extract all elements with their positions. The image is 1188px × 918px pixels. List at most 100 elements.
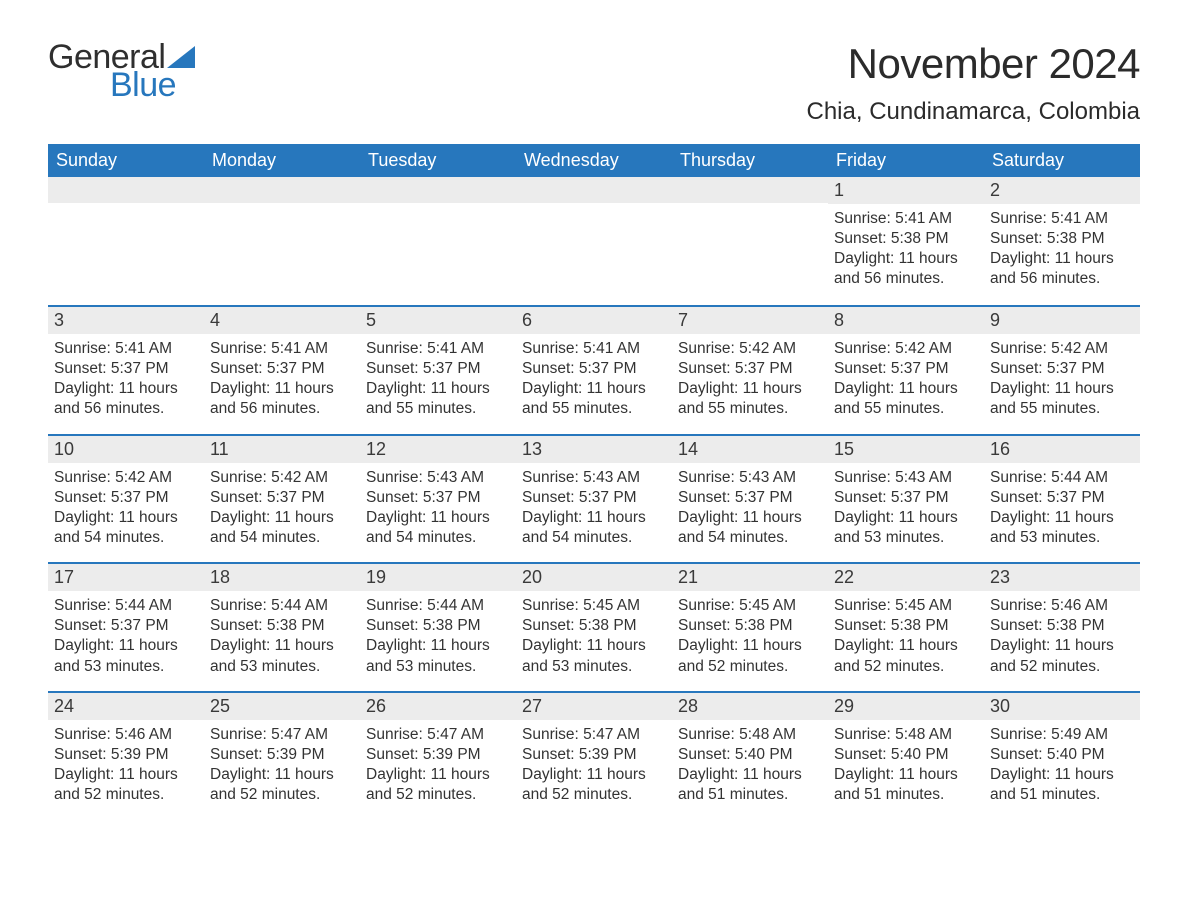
sunset-text: Sunset: 5:37 PM xyxy=(366,359,510,379)
location-text: Chia, Cundinamarca, Colombia xyxy=(807,98,1141,126)
day-body: Sunrise: 5:45 AMSunset: 5:38 PMDaylight:… xyxy=(516,591,672,691)
sunrise-text: Sunrise: 5:42 AM xyxy=(210,468,354,488)
day-cell: 7Sunrise: 5:42 AMSunset: 5:37 PMDaylight… xyxy=(672,307,828,434)
sunrise-text: Sunrise: 5:47 AM xyxy=(366,725,510,745)
daylight-text: Daylight: 11 hours and 55 minutes. xyxy=(366,379,510,419)
sunrise-text: Sunrise: 5:42 AM xyxy=(834,339,978,359)
sunrise-text: Sunrise: 5:45 AM xyxy=(834,596,978,616)
logo-triangle-icon xyxy=(167,46,195,68)
day-body: Sunrise: 5:41 AMSunset: 5:38 PMDaylight:… xyxy=(828,204,984,304)
daylight-text: Daylight: 11 hours and 51 minutes. xyxy=(678,765,822,805)
day-body: Sunrise: 5:42 AMSunset: 5:37 PMDaylight:… xyxy=(672,334,828,434)
sunrise-text: Sunrise: 5:42 AM xyxy=(990,339,1134,359)
day-number: 20 xyxy=(516,564,672,591)
day-cell: 14Sunrise: 5:43 AMSunset: 5:37 PMDayligh… xyxy=(672,436,828,563)
day-cell: 8Sunrise: 5:42 AMSunset: 5:37 PMDaylight… xyxy=(828,307,984,434)
title-block: November 2024 Chia, Cundinamarca, Colomb… xyxy=(807,40,1141,126)
week-row: 17Sunrise: 5:44 AMSunset: 5:37 PMDayligh… xyxy=(48,562,1140,691)
day-body: Sunrise: 5:44 AMSunset: 5:38 PMDaylight:… xyxy=(204,591,360,691)
daylight-text: Daylight: 11 hours and 51 minutes. xyxy=(834,765,978,805)
sunrise-text: Sunrise: 5:41 AM xyxy=(366,339,510,359)
day-body: Sunrise: 5:41 AMSunset: 5:38 PMDaylight:… xyxy=(984,204,1140,304)
day-body: Sunrise: 5:43 AMSunset: 5:37 PMDaylight:… xyxy=(516,463,672,563)
daylight-text: Daylight: 11 hours and 55 minutes. xyxy=(990,379,1134,419)
day-number: 2 xyxy=(984,177,1140,204)
daylight-text: Daylight: 11 hours and 54 minutes. xyxy=(366,508,510,548)
day-cell: 26Sunrise: 5:47 AMSunset: 5:39 PMDayligh… xyxy=(360,693,516,820)
day-cell: 15Sunrise: 5:43 AMSunset: 5:37 PMDayligh… xyxy=(828,436,984,563)
sunrise-text: Sunrise: 5:49 AM xyxy=(990,725,1134,745)
day-number: 18 xyxy=(204,564,360,591)
day-cell: 3Sunrise: 5:41 AMSunset: 5:37 PMDaylight… xyxy=(48,307,204,434)
sunrise-text: Sunrise: 5:43 AM xyxy=(522,468,666,488)
sunset-text: Sunset: 5:39 PM xyxy=(210,745,354,765)
day-body: Sunrise: 5:43 AMSunset: 5:37 PMDaylight:… xyxy=(672,463,828,563)
day-number: 9 xyxy=(984,307,1140,334)
day-body: Sunrise: 5:41 AMSunset: 5:37 PMDaylight:… xyxy=(516,334,672,434)
month-title: November 2024 xyxy=(807,40,1141,88)
sunrise-text: Sunrise: 5:41 AM xyxy=(54,339,198,359)
sunrise-text: Sunrise: 5:47 AM xyxy=(210,725,354,745)
daylight-text: Daylight: 11 hours and 52 minutes. xyxy=(210,765,354,805)
sunset-text: Sunset: 5:37 PM xyxy=(990,488,1134,508)
day-number: 14 xyxy=(672,436,828,463)
day-body: Sunrise: 5:44 AMSunset: 5:37 PMDaylight:… xyxy=(48,591,204,691)
sunrise-text: Sunrise: 5:42 AM xyxy=(678,339,822,359)
day-body: Sunrise: 5:45 AMSunset: 5:38 PMDaylight:… xyxy=(828,591,984,691)
day-body: Sunrise: 5:49 AMSunset: 5:40 PMDaylight:… xyxy=(984,720,1140,820)
sunset-text: Sunset: 5:37 PM xyxy=(210,359,354,379)
daylight-text: Daylight: 11 hours and 52 minutes. xyxy=(678,636,822,676)
day-body xyxy=(48,203,204,222)
day-body: Sunrise: 5:47 AMSunset: 5:39 PMDaylight:… xyxy=(360,720,516,820)
day-body: Sunrise: 5:44 AMSunset: 5:37 PMDaylight:… xyxy=(984,463,1140,563)
daylight-text: Daylight: 11 hours and 56 minutes. xyxy=(990,249,1134,289)
day-body: Sunrise: 5:46 AMSunset: 5:39 PMDaylight:… xyxy=(48,720,204,820)
sunrise-text: Sunrise: 5:45 AM xyxy=(678,596,822,616)
day-body: Sunrise: 5:41 AMSunset: 5:37 PMDaylight:… xyxy=(204,334,360,434)
sunrise-text: Sunrise: 5:44 AM xyxy=(210,596,354,616)
day-body xyxy=(360,203,516,222)
dow-sunday: Sunday xyxy=(48,144,204,177)
logo-blue-text: Blue xyxy=(110,68,195,102)
day-body: Sunrise: 5:48 AMSunset: 5:40 PMDaylight:… xyxy=(672,720,828,820)
day-number: 21 xyxy=(672,564,828,591)
day-body: Sunrise: 5:42 AMSunset: 5:37 PMDaylight:… xyxy=(204,463,360,563)
day-cell: 1Sunrise: 5:41 AMSunset: 5:38 PMDaylight… xyxy=(828,177,984,305)
sunset-text: Sunset: 5:38 PM xyxy=(366,616,510,636)
daylight-text: Daylight: 11 hours and 53 minutes. xyxy=(990,508,1134,548)
day-number: 10 xyxy=(48,436,204,463)
day-cell: 16Sunrise: 5:44 AMSunset: 5:37 PMDayligh… xyxy=(984,436,1140,563)
sunset-text: Sunset: 5:38 PM xyxy=(678,616,822,636)
sunset-text: Sunset: 5:40 PM xyxy=(834,745,978,765)
sunset-text: Sunset: 5:37 PM xyxy=(834,488,978,508)
day-number: 3 xyxy=(48,307,204,334)
sunrise-text: Sunrise: 5:44 AM xyxy=(54,596,198,616)
dow-thursday: Thursday xyxy=(672,144,828,177)
daylight-text: Daylight: 11 hours and 51 minutes. xyxy=(990,765,1134,805)
day-number: 16 xyxy=(984,436,1140,463)
day-body: Sunrise: 5:43 AMSunset: 5:37 PMDaylight:… xyxy=(828,463,984,563)
day-body: Sunrise: 5:47 AMSunset: 5:39 PMDaylight:… xyxy=(516,720,672,820)
day-number xyxy=(48,177,204,203)
day-number xyxy=(672,177,828,203)
sunset-text: Sunset: 5:37 PM xyxy=(678,488,822,508)
day-cell: 22Sunrise: 5:45 AMSunset: 5:38 PMDayligh… xyxy=(828,564,984,691)
sunset-text: Sunset: 5:38 PM xyxy=(210,616,354,636)
sunset-text: Sunset: 5:37 PM xyxy=(522,359,666,379)
day-body: Sunrise: 5:45 AMSunset: 5:38 PMDaylight:… xyxy=(672,591,828,691)
sunset-text: Sunset: 5:37 PM xyxy=(54,359,198,379)
dow-tuesday: Tuesday xyxy=(360,144,516,177)
page-header: General Blue November 2024 Chia, Cundina… xyxy=(48,40,1140,126)
sunrise-text: Sunrise: 5:48 AM xyxy=(834,725,978,745)
sunset-text: Sunset: 5:39 PM xyxy=(522,745,666,765)
weeks-container: 1Sunrise: 5:41 AMSunset: 5:38 PMDaylight… xyxy=(48,177,1140,819)
sunset-text: Sunset: 5:37 PM xyxy=(834,359,978,379)
dow-wednesday: Wednesday xyxy=(516,144,672,177)
day-body: Sunrise: 5:48 AMSunset: 5:40 PMDaylight:… xyxy=(828,720,984,820)
daylight-text: Daylight: 11 hours and 54 minutes. xyxy=(522,508,666,548)
day-body: Sunrise: 5:44 AMSunset: 5:38 PMDaylight:… xyxy=(360,591,516,691)
daylight-text: Daylight: 11 hours and 52 minutes. xyxy=(522,765,666,805)
day-body: Sunrise: 5:41 AMSunset: 5:37 PMDaylight:… xyxy=(360,334,516,434)
day-body: Sunrise: 5:42 AMSunset: 5:37 PMDaylight:… xyxy=(984,334,1140,434)
sunrise-text: Sunrise: 5:45 AM xyxy=(522,596,666,616)
